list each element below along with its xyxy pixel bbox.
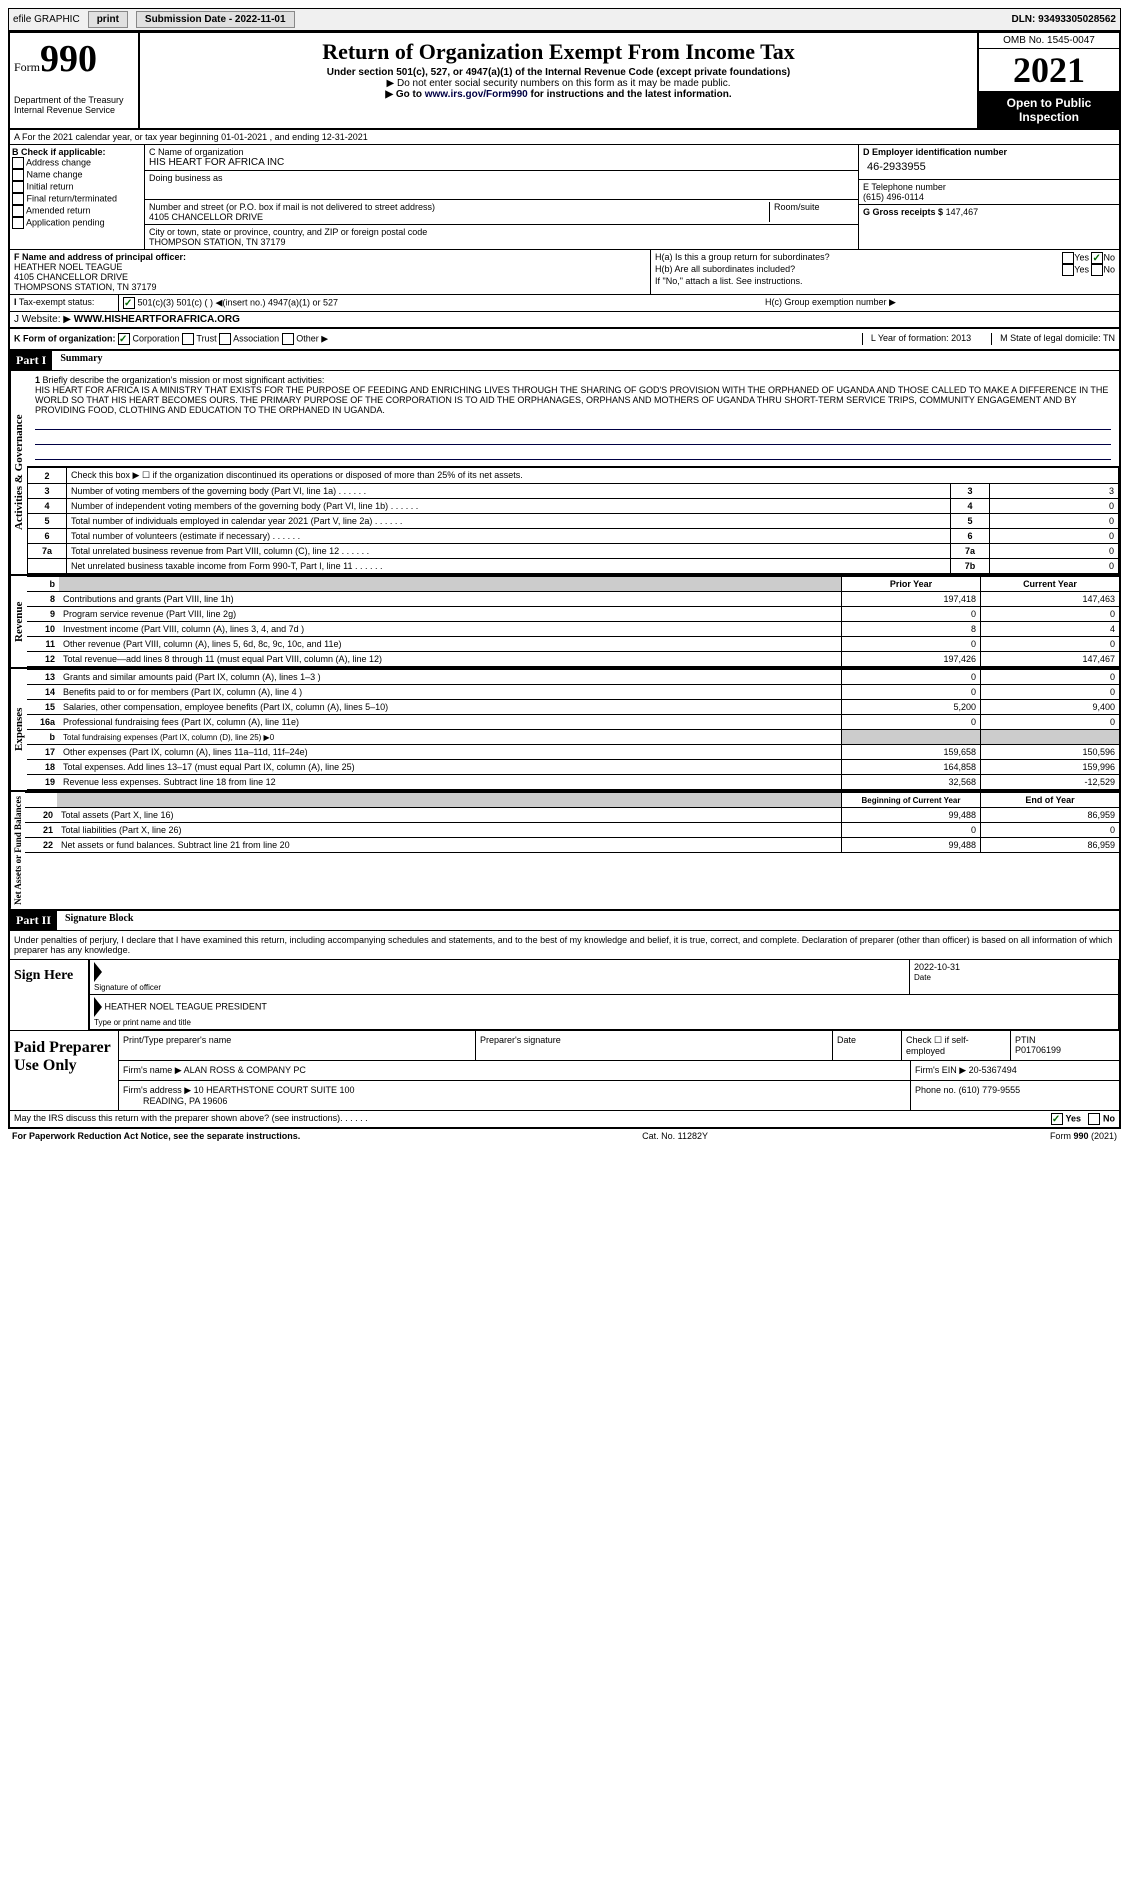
principal-row: F Name and address of principal officer:… — [10, 250, 1119, 295]
irs-link[interactable]: www.irs.gov/Form990 — [425, 89, 528, 100]
cb-pending[interactable]: Application pending — [12, 217, 142, 229]
form-990-logo: Form990 — [14, 37, 134, 81]
year-formation: L Year of formation: 2013 — [862, 333, 971, 345]
perjury-declaration: Under penalties of perjury, I declare th… — [10, 931, 1119, 959]
form-title: Return of Organization Exempt From Incom… — [144, 39, 973, 65]
omb-number: OMB No. 1545-0047 — [979, 33, 1119, 49]
cb-final[interactable]: Final return/terminated — [12, 193, 142, 205]
expenses-section: Expenses 13Grants and similar amounts pa… — [10, 669, 1119, 792]
ptin-value: P01706199 — [1015, 1045, 1061, 1055]
mission-text: HIS HEART FOR AFRICA IS A MINISTRY THAT … — [35, 385, 1108, 415]
phone-value: (615) 496-0114 — [863, 192, 1115, 202]
part1-header: Part I Summary — [10, 351, 1119, 371]
org-column: C Name of organization HIS HEART FOR AFR… — [145, 145, 858, 249]
arrow-icon — [94, 962, 102, 982]
vlabel-net: Net Assets or Fund Balances — [10, 792, 25, 909]
form-frame: Form990 Department of the Treasury Inter… — [8, 31, 1121, 1129]
check-applicable: B Check if applicable: Address change Na… — [10, 145, 145, 249]
part2-header: Part II Signature Block — [10, 911, 1119, 931]
org-name: HIS HEART FOR AFRICA INC — [149, 157, 854, 168]
preparer-phone: (610) 779-9555 — [959, 1085, 1021, 1095]
tax-year: 2021 — [979, 49, 1119, 92]
top-bar: efile GRAPHIC print Submission Date - 20… — [8, 8, 1121, 31]
print-button[interactable]: print — [88, 11, 128, 28]
firm-address: 10 HEARTHSTONE COURT SUITE 100 — [194, 1085, 355, 1095]
firm-ein: 20-5367494 — [969, 1065, 1017, 1075]
cb-name[interactable]: Name change — [12, 169, 142, 181]
open-public-badge: Open to Public Inspection — [979, 92, 1119, 128]
irs-discuss-row: May the IRS discuss this return with the… — [10, 1110, 1119, 1127]
gross-receipts: 147,467 — [946, 207, 979, 217]
vlabel-expenses: Expenses — [10, 669, 27, 790]
net-assets-section: Net Assets or Fund Balances Beginning of… — [10, 792, 1119, 911]
vlabel-revenue: Revenue — [10, 576, 27, 667]
sign-here-row: Sign Here Signature of officer 2022-10-3… — [10, 959, 1119, 1030]
room-suite: Room/suite — [770, 202, 854, 222]
street-address: 4105 CHANCELLOR DRIVE — [149, 212, 769, 222]
subtitle-2: ▶ Do not enter social security numbers o… — [144, 78, 973, 89]
form-header: Form990 Department of the Treasury Inter… — [10, 33, 1119, 130]
subtitle-3: ▶ Go to www.irs.gov/Form990 for instruct… — [144, 89, 973, 100]
page-footer: For Paperwork Reduction Act Notice, see … — [8, 1129, 1121, 1143]
efile-label: efile GRAPHIC — [13, 14, 80, 25]
section-b-c-d: B Check if applicable: Address change Na… — [10, 145, 1119, 250]
submission-date-button[interactable]: Submission Date - 2022-11-01 — [136, 11, 295, 28]
officer-name: HEATHER NOEL TEAGUE — [14, 262, 646, 272]
group-return-q: H(a) Is this a group return for subordin… — [655, 252, 1115, 264]
tax-status-row: I Tax-exempt status: 501(c)(3) 501(c) ( … — [10, 295, 1119, 312]
city-state-zip: THOMPSON STATION, TN 37179 — [149, 237, 854, 247]
officer-signed-name: HEATHER NOEL TEAGUE PRESIDENT — [105, 1001, 267, 1011]
paid-preparer-row: Paid Preparer Use Only Print/Type prepar… — [10, 1030, 1119, 1110]
part1-body: Activities & Governance 1 Briefly descri… — [10, 371, 1119, 576]
dba: Doing business as — [145, 171, 858, 200]
website-row: J Website: ▶ WWW.HISHEARTFORAFRICA.ORG — [10, 312, 1119, 329]
ein-value: 46-2933955 — [863, 157, 1115, 177]
cb-address[interactable]: Address change — [12, 157, 142, 169]
ein-column: D Employer identification number 46-2933… — [858, 145, 1119, 249]
dept-label: Department of the Treasury Internal Reve… — [14, 95, 134, 115]
cb-amended[interactable]: Amended return — [12, 205, 142, 217]
cb-initial[interactable]: Initial return — [12, 181, 142, 193]
firm-name: ALAN ROSS & COMPANY PC — [184, 1065, 306, 1075]
subtitle-1: Under section 501(c), 527, or 4947(a)(1)… — [144, 67, 973, 78]
k-org-row: K Form of organization: Corporation Trus… — [10, 329, 1119, 351]
governance-table: 2Check this box ▶ ☐ if the organization … — [27, 467, 1119, 574]
form-ref: Form 990 (2021) — [1050, 1131, 1117, 1141]
state-domicile: M State of legal domicile: TN — [991, 333, 1115, 345]
revenue-section: Revenue bPrior YearCurrent Year 8Contrib… — [10, 576, 1119, 669]
dln-label: DLN: 93493305028562 — [1011, 14, 1116, 25]
row-a: A For the 2021 calendar year, or tax yea… — [10, 130, 1119, 145]
website-url[interactable]: WWW.HISHEARTFORAFRICA.ORG — [74, 314, 240, 325]
subordinates-q: H(b) Are all subordinates included? Yes … — [655, 264, 1115, 276]
vlabel-governance: Activities & Governance — [10, 371, 27, 574]
arrow-icon — [94, 997, 102, 1017]
cat-number: Cat. No. 11282Y — [642, 1131, 708, 1141]
